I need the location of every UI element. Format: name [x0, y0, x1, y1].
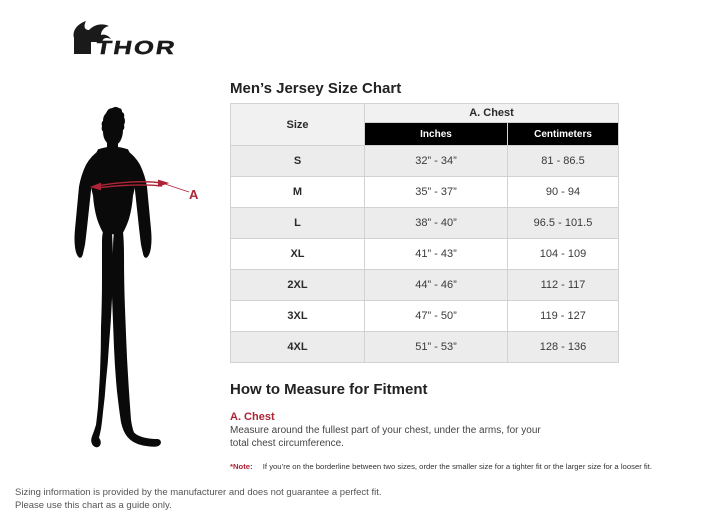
- svg-text:A: A: [189, 187, 199, 202]
